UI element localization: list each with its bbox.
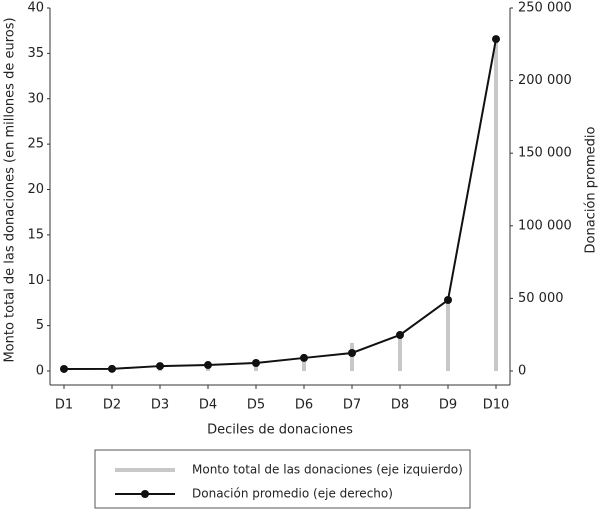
y-tick-label: 35 <box>27 46 44 61</box>
y-tick-label: 30 <box>27 91 44 106</box>
bar <box>446 300 450 371</box>
legend-marker <box>141 490 149 498</box>
point <box>252 359 260 368</box>
legend-label: Monto total de las donaciones (eje izqui… <box>192 463 463 477</box>
y2-tick-label: 200 000 <box>518 73 572 88</box>
x-tick-label: D5 <box>247 398 265 413</box>
x-tick-label: D8 <box>391 398 409 413</box>
x-tick-label: D10 <box>483 398 510 413</box>
y-tick-label: 5 <box>36 318 44 333</box>
y2-axis-label: Donación promedio <box>584 126 599 253</box>
x-tick-label: D1 <box>55 398 73 413</box>
y-tick-label: 10 <box>27 273 44 288</box>
x-tick-label: D9 <box>439 398 457 413</box>
legend-box <box>94 449 471 509</box>
point <box>60 364 68 373</box>
point <box>300 353 308 362</box>
y-tick-label: 20 <box>27 182 44 197</box>
x-tick-label: D3 <box>151 398 169 413</box>
y2-tick-label: 0 <box>518 364 526 379</box>
y-tick-label: 25 <box>27 137 44 152</box>
point <box>156 362 164 371</box>
point <box>108 364 116 373</box>
y-tick-label: 0 <box>36 364 44 379</box>
y2-tick-label: 150 000 <box>518 146 572 161</box>
point <box>444 295 452 304</box>
x-tick-label: D6 <box>295 398 313 413</box>
point <box>396 330 404 339</box>
point <box>204 361 212 370</box>
bar <box>302 357 306 371</box>
point <box>492 35 500 44</box>
bar <box>398 334 402 371</box>
x-axis-label: Deciles de donaciones <box>207 423 353 438</box>
y2-tick-label: 250 000 <box>518 1 572 16</box>
bar <box>494 39 498 371</box>
y2-tick-label: 100 000 <box>518 218 572 233</box>
bar <box>254 363 258 371</box>
legend-label: Donación promedio (eje derecho) <box>192 487 393 501</box>
x-tick-label: D2 <box>103 398 121 413</box>
x-tick-label: D7 <box>343 398 361 413</box>
x-tick-label: D4 <box>199 398 217 413</box>
line <box>63 38 497 370</box>
y-tick-label: 40 <box>27 1 44 16</box>
point <box>348 348 356 357</box>
y-axis-label: Monto total de las donaciones (en millon… <box>3 17 18 362</box>
y-tick-label: 15 <box>27 227 44 242</box>
y2-tick-label: 50 000 <box>518 291 564 306</box>
